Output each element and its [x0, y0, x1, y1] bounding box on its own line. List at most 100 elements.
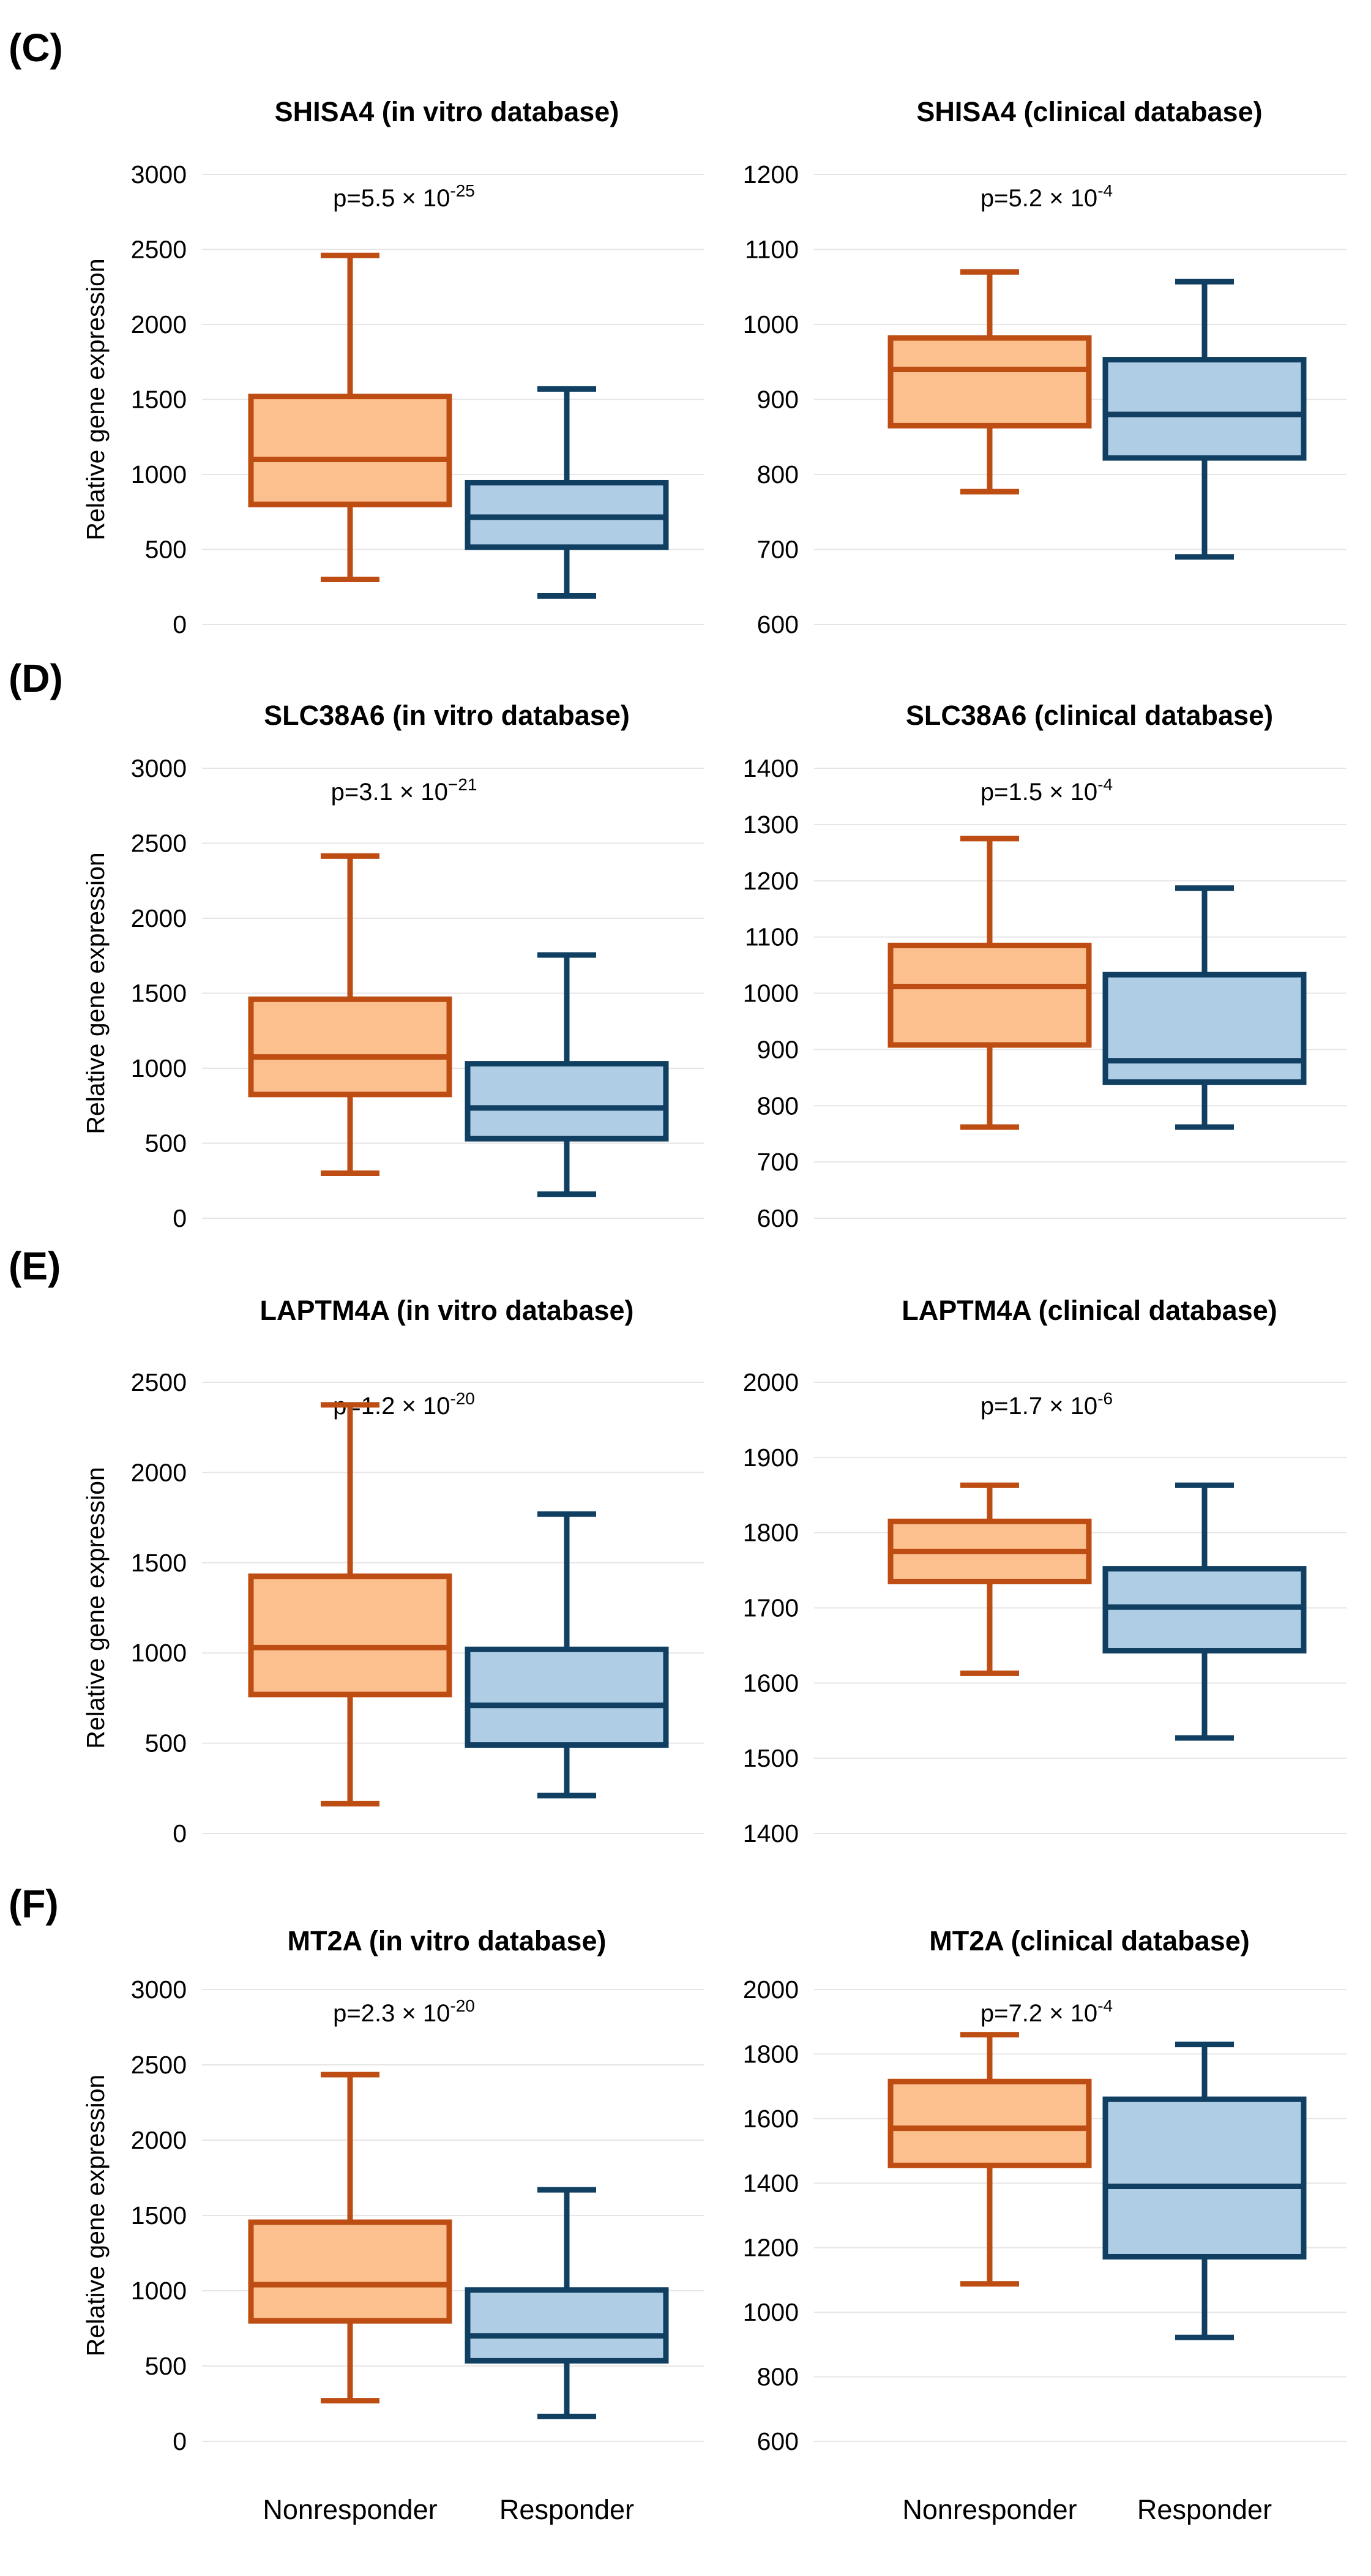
y-tick-label: 1800: [743, 1519, 799, 1547]
y-tick-label: 1500: [131, 1549, 187, 1577]
y-tick-label: 1800: [743, 2040, 799, 2068]
chart-title: LAPTM4A (clinical database): [902, 1295, 1277, 1326]
y-tick-label: 1100: [745, 236, 799, 264]
p-value-annotation: p=7.2 × 10-4: [981, 1996, 1113, 2027]
iqr-box: [248, 394, 452, 507]
y-tick-label: 500: [145, 1129, 187, 1158]
y-tick-label: 1000: [131, 2277, 187, 2305]
iqr-box: [887, 335, 1092, 429]
y-tick-label: 2000: [131, 1458, 187, 1486]
x-category-label: Responder: [499, 2494, 634, 2525]
chart-title: MT2A (clinical database): [929, 1925, 1249, 1956]
p-value-exponent: -20: [450, 1996, 474, 2015]
x-category-label: Nonresponder: [902, 2494, 1077, 2525]
p-value-base: p=2.3 × 10: [333, 2000, 450, 2027]
y-tick-label: 1200: [743, 160, 799, 189]
y-tick-label: 0: [173, 1819, 187, 1848]
y-tick-label: 2500: [131, 2051, 187, 2079]
y-tick-label: 1500: [743, 1744, 799, 1772]
y-tick-label: 500: [145, 2352, 187, 2380]
chart-3: SLC38A6 (clinical database) 600 700 800 900 1…: [743, 700, 1347, 1232]
box-responder: [1102, 279, 1307, 560]
y-tick-label: 1300: [743, 811, 799, 839]
y-tick-label: 1500: [131, 979, 187, 1008]
y-tick-label: 2000: [131, 2126, 187, 2154]
y-tick-label: 800: [757, 460, 799, 489]
y-tick-label: 1000: [131, 1054, 187, 1082]
chart-1: SHISA4 (clinical database) 600 700 800 900 10…: [743, 96, 1347, 638]
iqr-box: [1102, 2096, 1307, 2260]
panel-label: (F): [9, 1882, 59, 1926]
y-tick-label: 1700: [743, 1594, 799, 1622]
y-tick-label: 2500: [131, 829, 187, 858]
iqr-box: [1102, 972, 1307, 1085]
y-tick-label: 600: [757, 610, 799, 638]
y-axis-label: Relative gene expression: [81, 852, 110, 1134]
iqr-box: [465, 2287, 669, 2364]
y-tick-label: 1900: [743, 1443, 799, 1472]
y-tick-label: 700: [757, 1148, 799, 1176]
y-tick-label: 1200: [743, 2234, 799, 2262]
box-responder: [465, 952, 669, 1197]
iqr-box: [248, 2219, 452, 2324]
p-value-exponent: -25: [450, 181, 474, 200]
p-value-annotation: p=5.2 × 10-4: [981, 181, 1113, 212]
y-tick-label: 700: [757, 536, 799, 564]
box-responder: [465, 2187, 669, 2419]
p-value-base: p=7.2 × 10: [981, 2000, 1097, 2027]
y-tick-label: 3000: [131, 160, 187, 189]
p-value-annotation: p=1.5 × 10-4: [981, 775, 1113, 806]
y-tick-label: 1000: [743, 2298, 799, 2326]
y-tick-label: 1600: [743, 1669, 799, 1697]
p-value-exponent: -4: [1097, 1996, 1113, 2015]
p-value-base: p=1.7 × 10: [981, 1393, 1097, 1420]
y-tick-label: 0: [173, 2427, 187, 2455]
y-tick-label: 800: [757, 2363, 799, 2391]
iqr-box: [1102, 357, 1307, 461]
p-value-annotation: p=2.3 × 10-20: [333, 1996, 475, 2027]
box-responder: [1102, 885, 1307, 1130]
y-tick-label: 2000: [131, 310, 187, 339]
y-tick-label: 800: [757, 1091, 799, 1120]
y-tick-label: 1100: [745, 923, 799, 951]
panel-label: (E): [9, 1244, 61, 1288]
y-tick-label: 2000: [131, 904, 187, 932]
y-tick-label: 2000: [743, 1368, 799, 1396]
box-nonresponder: [887, 1482, 1092, 1676]
p-value-exponent: -20: [450, 1389, 474, 1408]
p-value-annotation: p=1.7 × 10-6: [981, 1389, 1113, 1420]
x-category-label: Nonresponder: [263, 2494, 437, 2525]
chart-title: SHISA4 (in vitro database): [275, 96, 619, 127]
y-tick-label: 1000: [743, 310, 799, 339]
y-tick-label: 0: [173, 1204, 187, 1232]
y-tick-label: 900: [757, 1035, 799, 1063]
box-nonresponder: [887, 836, 1092, 1130]
box-responder: [465, 386, 669, 599]
box-responder: [465, 1511, 669, 1799]
p-value-base: p=1.5 × 10: [981, 779, 1097, 806]
y-tick-label: 1400: [743, 1819, 799, 1848]
y-tick-label: 1500: [131, 386, 187, 414]
chart-7: MT2A (clinical database) 600 800 1000 1200 14…: [743, 1925, 1347, 2525]
chart-title: SLC38A6 (in vitro database): [264, 700, 630, 731]
iqr-box: [465, 1061, 669, 1142]
p-value-exponent: -6: [1097, 1389, 1113, 1408]
chart-6: MT2A (in vitro database) 0 500 1000 1500 2000…: [81, 1925, 704, 2525]
y-tick-label: 0: [173, 610, 187, 638]
chart-title: LAPTM4A (in vitro database): [260, 1295, 634, 1326]
y-tick-label: 600: [757, 1204, 799, 1232]
p-value-base: p=5.5 × 10: [333, 185, 450, 212]
p-value-exponent: -4: [1097, 181, 1113, 200]
chart-0: SHISA4 (in vitro database) 0 500 1000 1500 20…: [81, 96, 704, 638]
y-tick-label: 1400: [743, 754, 799, 782]
box-nonresponder: [248, 1402, 452, 1807]
p-value-annotation: p=3.1 × 10−21: [331, 775, 477, 806]
chart-title: SHISA4 (clinical database): [916, 96, 1262, 127]
iqr-box: [465, 1646, 669, 1748]
chart-4: LAPTM4A (in vitro database) 0 500 1000 1500 2…: [81, 1295, 704, 1848]
y-tick-label: 1000: [743, 979, 799, 1008]
box-responder: [1102, 1482, 1307, 1741]
y-tick-label: 1000: [131, 1639, 187, 1667]
y-axis-label: Relative gene expression: [81, 2075, 110, 2356]
